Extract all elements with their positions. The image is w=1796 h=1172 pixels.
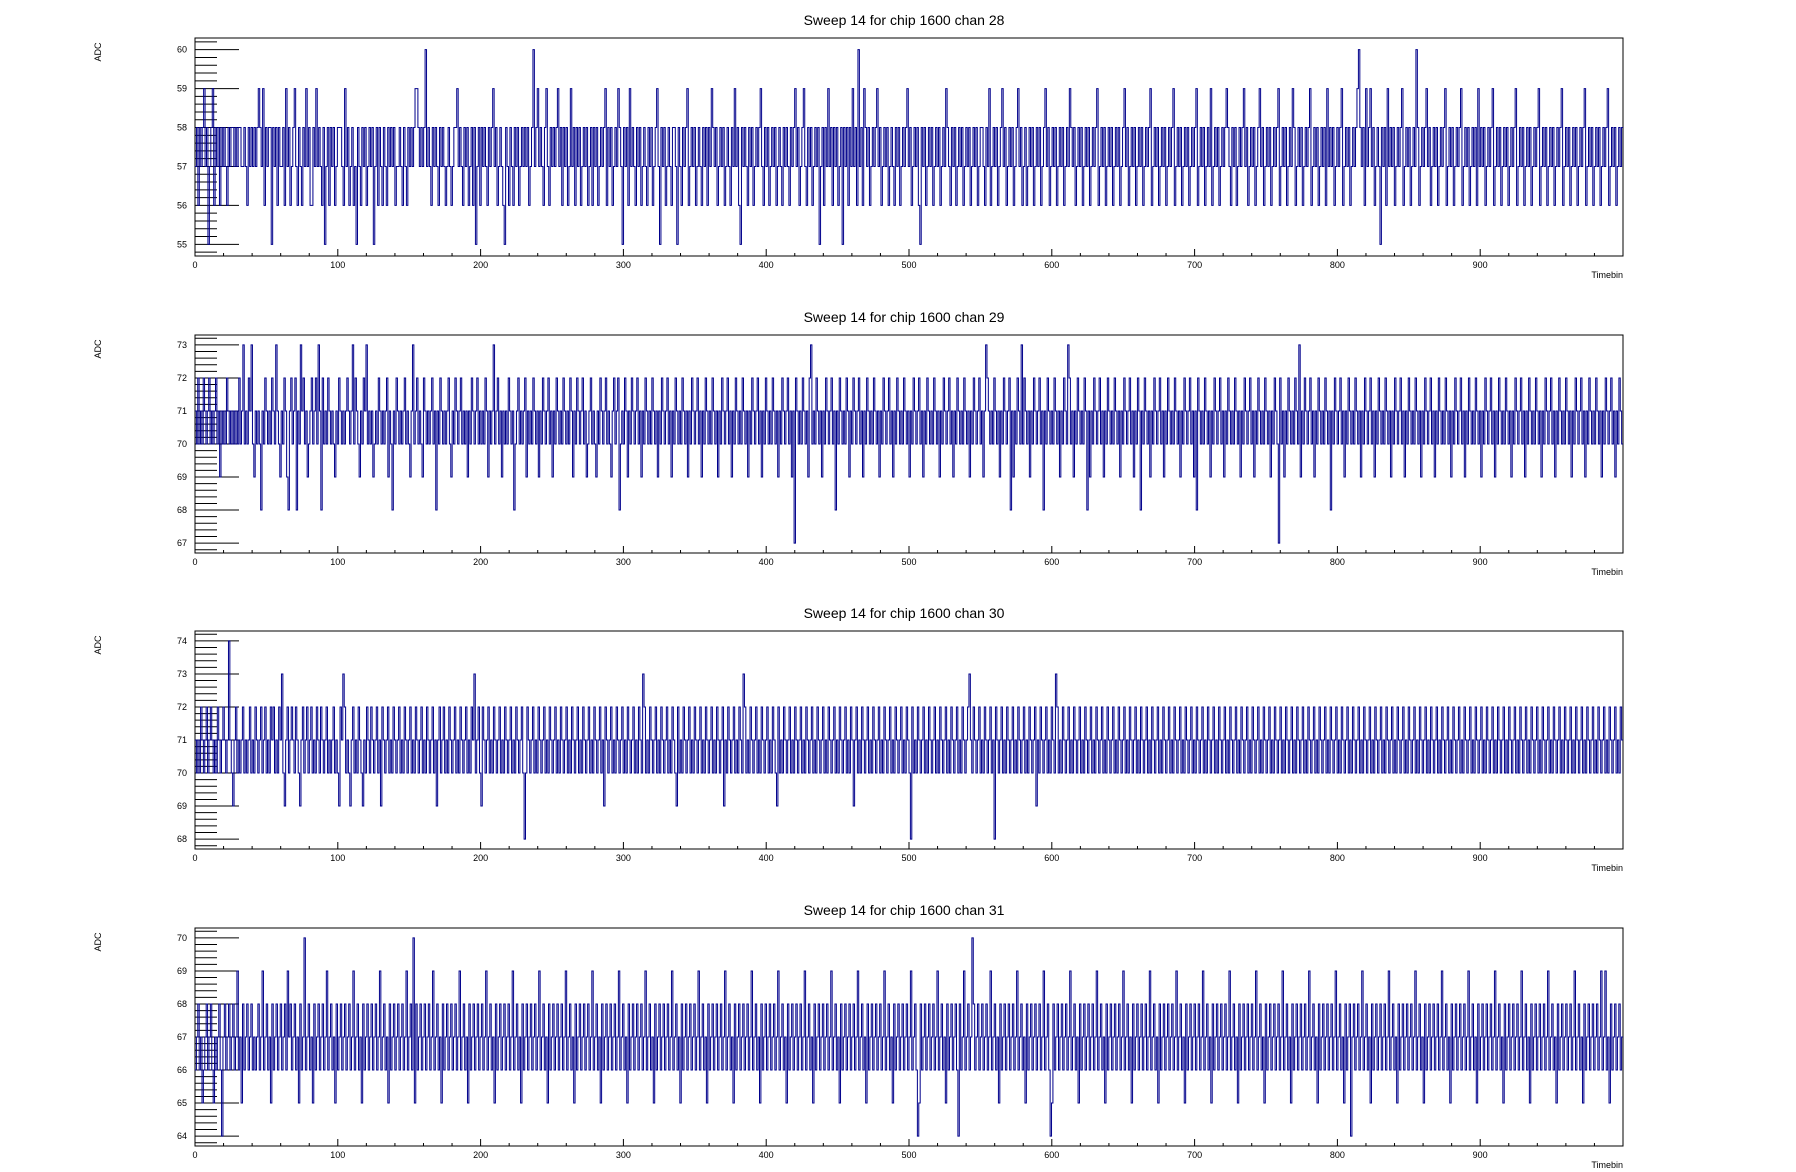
x-tick-label: 0 xyxy=(192,557,197,567)
y-tick-label: 71 xyxy=(177,406,187,416)
x-tick-label: 500 xyxy=(901,1150,916,1160)
y-tick-label: 68 xyxy=(177,999,187,1009)
y-tick-label: 65 xyxy=(177,1098,187,1108)
x-tick-label: 800 xyxy=(1330,853,1345,863)
y-axis-label: ADC xyxy=(93,635,103,655)
y-tick-label: 69 xyxy=(177,472,187,482)
y-tick-label: 72 xyxy=(177,373,187,383)
y-tick-label: 67 xyxy=(177,538,187,548)
x-tick-label: 0 xyxy=(192,260,197,270)
x-tick-label: 500 xyxy=(901,853,916,863)
x-tick-label: 100 xyxy=(330,1150,345,1160)
x-tick-label: 700 xyxy=(1187,557,1202,567)
x-tick-label: 100 xyxy=(330,260,345,270)
y-tick-label: 66 xyxy=(177,1065,187,1075)
chart-title: Sweep 14 for chip 1600 chan 31 xyxy=(804,902,1005,918)
y-tick-label: 73 xyxy=(177,340,187,350)
chart-panel-2: Sweep 14 for chip 1600 chan 30 ADC Timebin… xyxy=(93,605,1624,873)
series-line xyxy=(195,344,1623,544)
y-tick-label: 67 xyxy=(177,1032,187,1042)
x-axis-label: Timebin xyxy=(1591,1160,1623,1170)
x-tick-label: 0 xyxy=(192,1150,197,1160)
x-tick-label: 400 xyxy=(759,853,774,863)
y-tick-label: 55 xyxy=(177,239,187,249)
y-axis-label: ADC xyxy=(93,42,103,62)
chart-title: Sweep 14 for chip 1600 chan 30 xyxy=(804,605,1005,621)
x-tick-label: 900 xyxy=(1473,853,1488,863)
x-tick-label: 200 xyxy=(473,260,488,270)
chart-panel-1: Sweep 14 for chip 1600 chan 29 ADC Timebin… xyxy=(93,309,1624,577)
x-tick-label: 300 xyxy=(616,1150,631,1160)
y-tick-label: 69 xyxy=(177,801,187,811)
series-line xyxy=(195,937,1623,1137)
x-tick-label: 700 xyxy=(1187,1150,1202,1160)
x-tick-label: 100 xyxy=(330,557,345,567)
x-tick-label: 800 xyxy=(1330,1150,1345,1160)
x-tick-label: 800 xyxy=(1330,260,1345,270)
x-tick-label: 600 xyxy=(1044,557,1059,567)
y-tick-label: 68 xyxy=(177,505,187,515)
y-tick-label: 74 xyxy=(177,636,187,646)
x-tick-label: 200 xyxy=(473,853,488,863)
y-tick-label: 57 xyxy=(177,161,187,171)
y-tick-label: 69 xyxy=(177,966,187,976)
x-tick-label: 900 xyxy=(1473,557,1488,567)
chart-title: Sweep 14 for chip 1600 chan 29 xyxy=(804,309,1005,325)
y-tick-label: 70 xyxy=(177,768,187,778)
y-axis-label: ADC xyxy=(93,932,103,952)
x-tick-label: 0 xyxy=(192,853,197,863)
y-tick-label: 71 xyxy=(177,735,187,745)
x-tick-label: 900 xyxy=(1473,1150,1488,1160)
y-tick-label: 70 xyxy=(177,933,187,943)
x-tick-label: 800 xyxy=(1330,557,1345,567)
x-axis-label: Timebin xyxy=(1591,863,1623,873)
y-tick-label: 56 xyxy=(177,200,187,210)
x-tick-label: 300 xyxy=(616,260,631,270)
y-tick-label: 64 xyxy=(177,1131,187,1141)
y-tick-label: 59 xyxy=(177,84,187,94)
x-tick-label: 400 xyxy=(759,1150,774,1160)
y-tick-label: 70 xyxy=(177,439,187,449)
x-tick-label: 400 xyxy=(759,260,774,270)
x-axis-label: Timebin xyxy=(1591,270,1623,280)
y-tick-label: 73 xyxy=(177,669,187,679)
x-tick-label: 400 xyxy=(759,557,774,567)
y-tick-label: 60 xyxy=(177,45,187,55)
chart-panel-3: Sweep 14 for chip 1600 chan 31 ADC Timebin… xyxy=(93,902,1624,1170)
y-tick-label: 58 xyxy=(177,123,187,133)
x-tick-label: 300 xyxy=(616,557,631,567)
y-axis-label: ADC xyxy=(93,339,103,359)
series-line xyxy=(195,640,1623,840)
x-tick-label: 600 xyxy=(1044,853,1059,863)
chart-panel-0: Sweep 14 for chip 1600 chan 28 ADC Timebin… xyxy=(93,12,1624,280)
x-tick-label: 700 xyxy=(1187,853,1202,863)
x-axis-label: Timebin xyxy=(1591,567,1623,577)
x-tick-label: 500 xyxy=(901,557,916,567)
x-tick-label: 600 xyxy=(1044,1150,1059,1160)
x-tick-label: 200 xyxy=(473,1150,488,1160)
y-tick-label: 68 xyxy=(177,834,187,844)
plot-frame xyxy=(194,37,1624,257)
x-tick-label: 700 xyxy=(1187,260,1202,270)
series-line xyxy=(195,49,1623,245)
x-tick-label: 100 xyxy=(330,853,345,863)
x-tick-label: 200 xyxy=(473,557,488,567)
x-tick-label: 300 xyxy=(616,853,631,863)
y-tick-label: 72 xyxy=(177,702,187,712)
x-tick-label: 600 xyxy=(1044,260,1059,270)
x-tick-label: 500 xyxy=(901,260,916,270)
x-tick-label: 900 xyxy=(1473,260,1488,270)
chart-title: Sweep 14 for chip 1600 chan 28 xyxy=(804,12,1005,28)
